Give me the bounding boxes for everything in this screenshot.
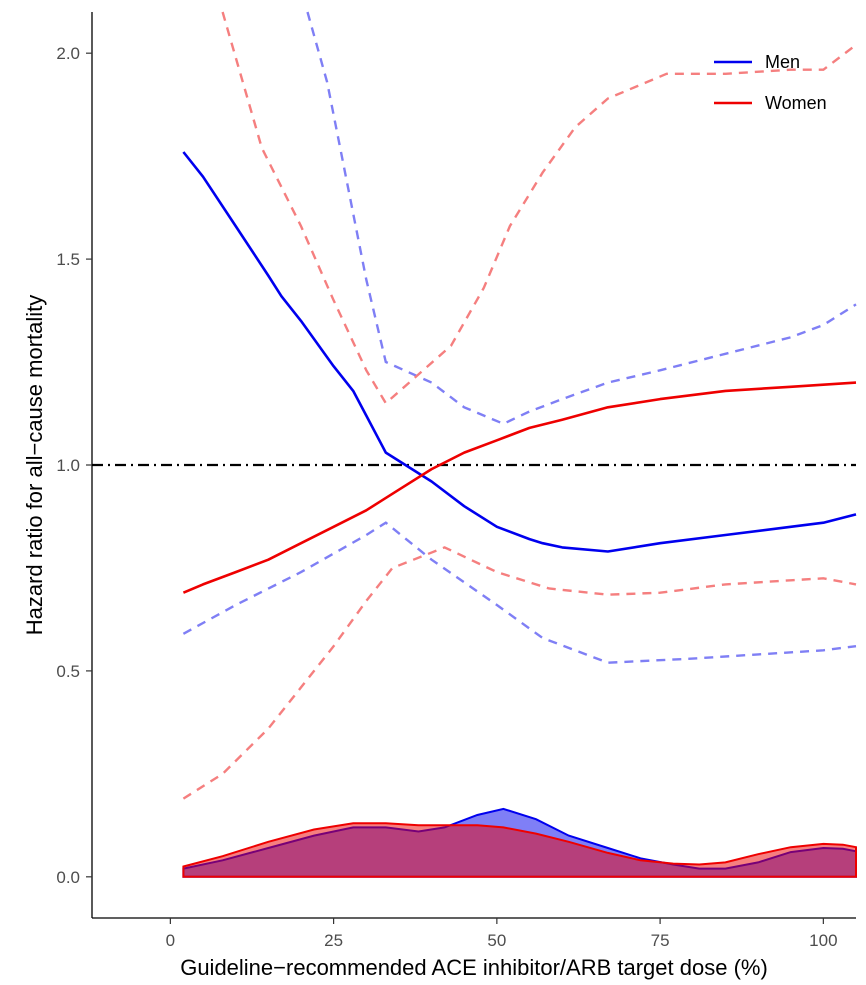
x-tick-label: 75 (651, 931, 670, 950)
y-tick-label: 2.0 (56, 44, 80, 63)
ci-lower-women (182, 546, 857, 800)
ci-lower-men (182, 521, 857, 664)
y-tick-label: 1.5 (56, 250, 80, 269)
ci-upper-women (221, 11, 857, 406)
density-layer (182, 807, 857, 878)
x-tick-label: 100 (809, 931, 837, 950)
estimate-line-women (182, 381, 857, 594)
confidence-interval-layer (182, 11, 857, 800)
y-tick-label: 0.0 (56, 868, 80, 887)
density-area-women (182, 822, 857, 878)
y-tick-label: 0.5 (56, 662, 80, 681)
legend-label-women: Women (765, 93, 827, 113)
x-tick-label: 25 (324, 931, 343, 950)
x-tick-label: 50 (487, 931, 506, 950)
legend: Men Women (714, 52, 827, 113)
ci-upper-men (306, 11, 857, 426)
estimate-line-men (182, 151, 857, 553)
legend-label-men: Men (765, 52, 800, 72)
y-tick-label: 1.0 (56, 456, 80, 475)
x-tick-label: 0 (166, 931, 175, 950)
estimate-lines-layer (182, 151, 857, 594)
x-ticks: 0 25 50 75 100 (166, 918, 838, 950)
y-ticks: 0.0 0.5 1.0 1.5 2.0 (56, 44, 92, 887)
y-axis-title: Hazard ratio for all−cause mortality (22, 295, 47, 636)
x-axis-title: Guideline−recommended ACE inhibitor/ARB … (180, 955, 768, 980)
